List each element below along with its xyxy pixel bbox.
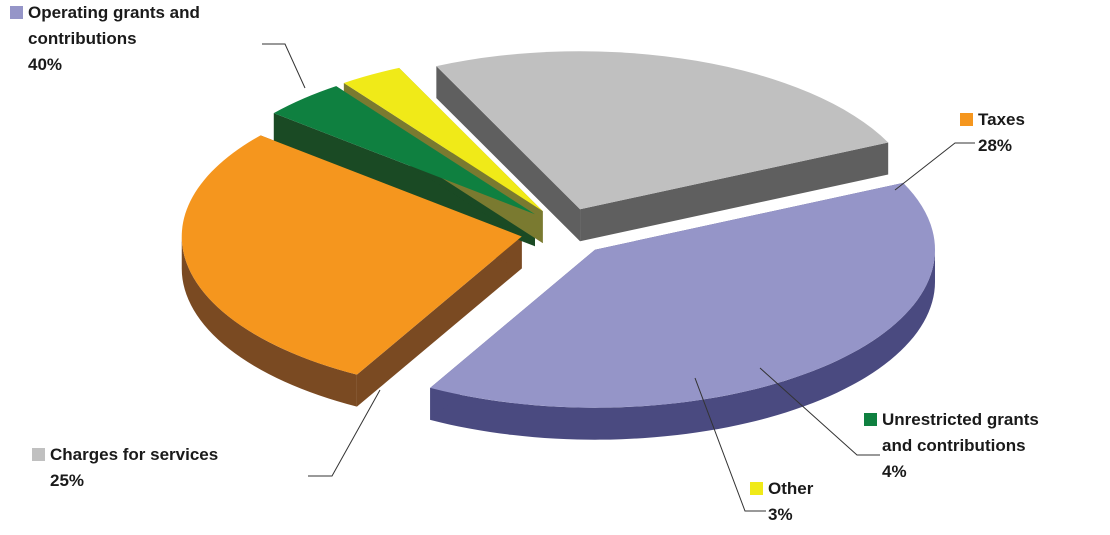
slice-unrestricted-grants-and-contributions: [273, 86, 535, 215]
slice-operating-grants-and-contributions: [430, 182, 936, 408]
legend-swatch-charges-for-services: [32, 448, 45, 461]
leader-line-taxes: [894, 142, 975, 191]
slice-cut-unrestricted-grants-and-contributions-0: [273, 113, 535, 247]
slice-labels: Operating grants and contributions 40% Taxe…: [10, 3, 1039, 524]
legend-swatch-taxes: [960, 113, 973, 126]
slice-label-other: Other: [768, 479, 814, 498]
slice-wall-operating-grants-and-contributions: [430, 249, 936, 440]
slice-value-taxes: 28%: [978, 136, 1012, 155]
leader-line-operating-grants-and-contributions: [262, 43, 306, 89]
slice-taxes: [181, 135, 522, 375]
slice-value-operating-grants-and-contributions: 40%: [28, 55, 62, 74]
legend-swatch-other: [750, 482, 763, 495]
slice-label-charges-for-services: Charges for services: [50, 445, 218, 464]
slice-cut-charges-for-services-0: [436, 66, 581, 242]
pie-slices: [181, 51, 936, 408]
slice-other: [343, 67, 543, 212]
slice-value-charges-for-services: 25%: [50, 471, 84, 490]
slice-label-unrestricted-grants-and-contributions: Unrestricted grants: [882, 410, 1039, 429]
slice-value-other: 3%: [768, 505, 793, 524]
slice-label-unrestricted-grants-and-contributions: and contributions: [882, 436, 1026, 455]
legend-swatch-operating-grants-and-contributions: [10, 6, 23, 19]
slice-charges-for-services: [436, 51, 889, 210]
legend-swatch-unrestricted-grants-and-contributions: [864, 413, 877, 426]
slice-cut-taxes-0: [356, 236, 522, 407]
slice-cut-charges-for-services-1: [580, 142, 889, 242]
slice-label-operating-grants-and-contributions: contributions: [28, 29, 137, 48]
slice-label-operating-grants-and-contributions: Operating grants and: [28, 3, 200, 22]
leader-line-other: [694, 377, 766, 512]
leader-line-unrestricted-grants-and-contributions: [759, 367, 880, 456]
leader-line-charges-for-services: [308, 389, 381, 477]
leader-lines: [262, 43, 975, 512]
slice-label-taxes: Taxes: [978, 110, 1025, 129]
slice-value-unrestricted-grants-and-contributions: 4%: [882, 462, 907, 481]
slice-wall-taxes: [181, 236, 357, 407]
